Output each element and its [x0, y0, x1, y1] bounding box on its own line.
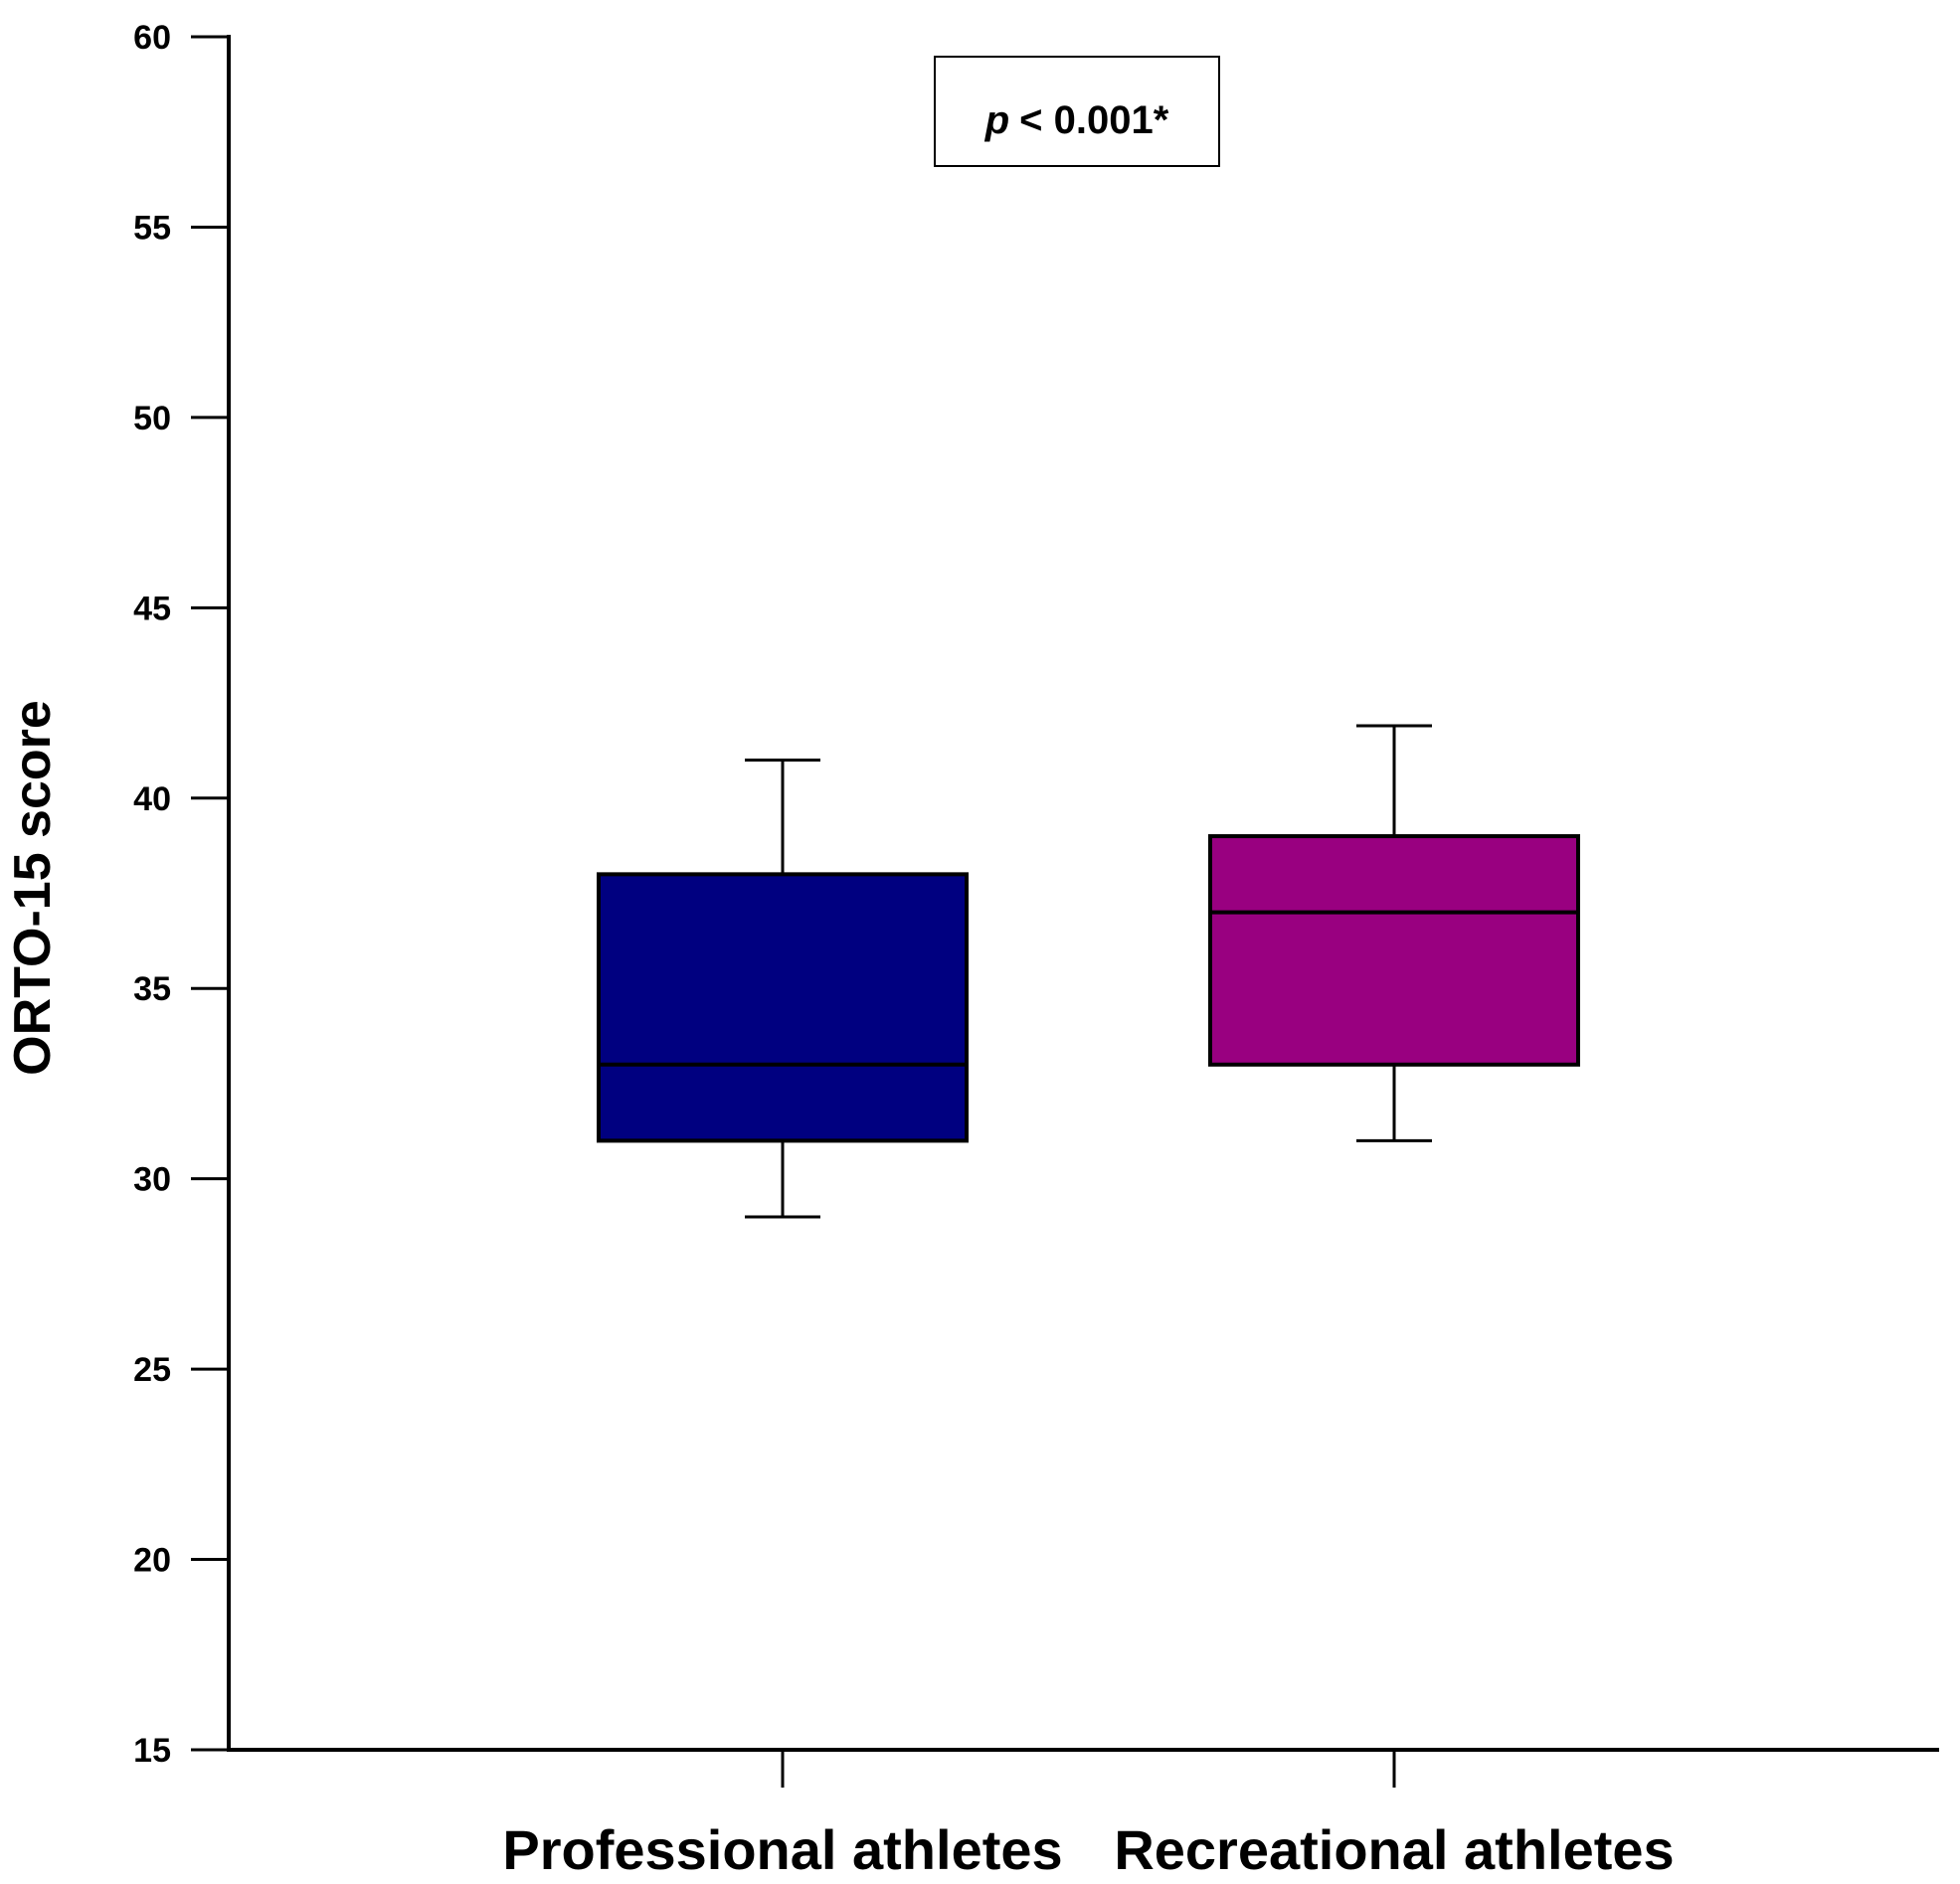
- p-value-text: p < 0.001*: [984, 98, 1169, 142]
- y-tick-label: 55: [133, 209, 171, 247]
- x-category-label: Professional athletes: [502, 1818, 1062, 1881]
- x-axis-ticks: Professional athletes Recreational athlet…: [502, 1750, 1675, 1881]
- box-iqr: [1208, 834, 1580, 1067]
- y-tick-label: 30: [133, 1161, 171, 1199]
- y-tick-label: 60: [133, 19, 171, 57]
- p-value-annotation: p < 0.001*: [934, 56, 1220, 167]
- y-tick-label: 15: [133, 1732, 171, 1770]
- y-tick-label: 45: [133, 590, 171, 627]
- y-axis-ticks: 15 20 25 30 35 40 45 50 55 60: [133, 19, 229, 1770]
- p-value-value: < 0.001*: [1019, 98, 1169, 142]
- y-tick-label: 50: [133, 400, 171, 437]
- y-tick-label: 35: [133, 970, 171, 1008]
- y-tick-label: 40: [133, 780, 171, 818]
- y-tick-label: 20: [133, 1542, 171, 1580]
- box-iqr: [597, 872, 969, 1143]
- y-axis-title: ORTO-15 score: [4, 700, 62, 1076]
- y-tick-label: 25: [133, 1351, 171, 1389]
- x-category-label: Recreational athletes: [1114, 1818, 1674, 1881]
- p-value-box: [934, 56, 1220, 167]
- box-group: [597, 758, 969, 1219]
- box-group: [1208, 724, 1580, 1142]
- p-value-symbol: p: [984, 98, 1009, 142]
- box-series: [597, 724, 1580, 1219]
